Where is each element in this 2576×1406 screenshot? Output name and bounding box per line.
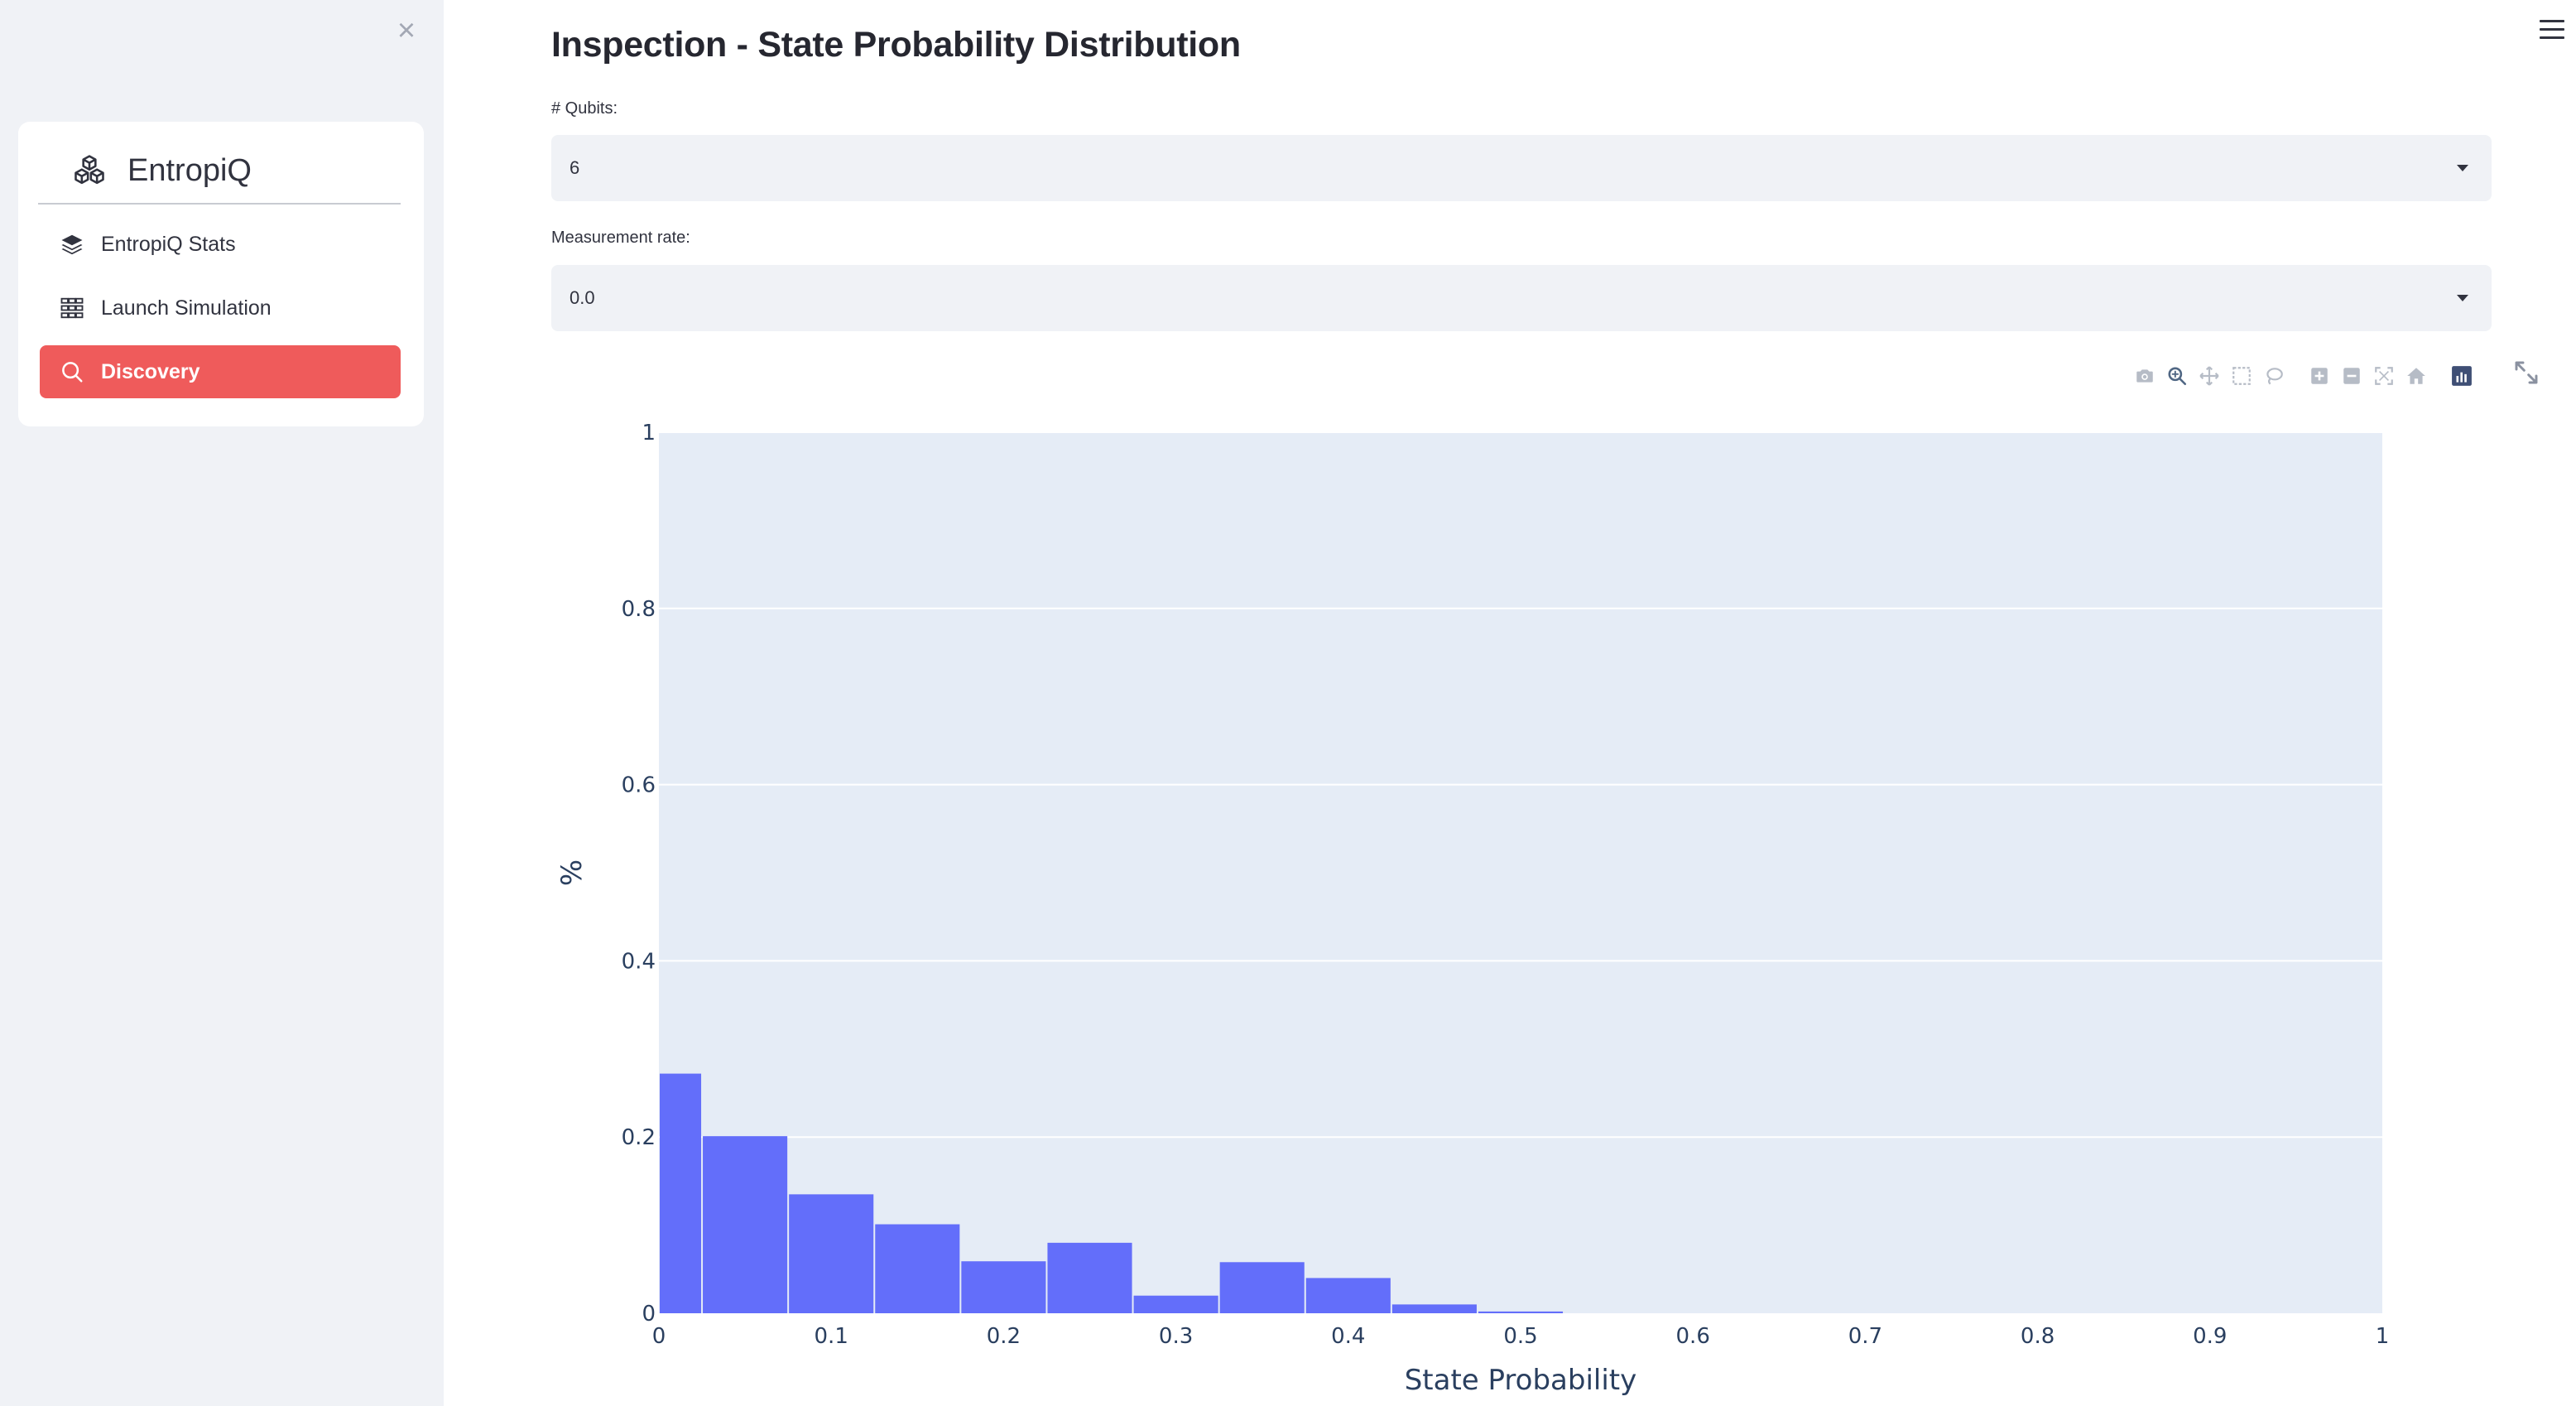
chevron-down-icon [2457,295,2468,301]
histogram-bar [1391,1304,1477,1313]
histogram-bar [789,1194,874,1313]
histogram-bar [1047,1242,1132,1313]
page-title: Inspection - State Probability Distribut… [551,25,1241,65]
bars [660,1073,1564,1313]
y-tick-label: 0.6 [622,773,656,798]
plotly-logo-icon[interactable] [2448,362,2476,390]
reset-axes-icon[interactable] [2402,362,2430,390]
x-axis-title: State Probability [1405,1364,1637,1397]
x-tick-label: 0.4 [1331,1324,1365,1349]
zoom-out-icon[interactable] [2338,362,2366,390]
histogram-svg: 0 0.2 0.4 0.6 0.8 1 0 0.1 0.2 0.3 0.4 0.5 0.6 0.7 0.8 0… [555,421,2390,1397]
histogram-chart: 0 0.2 0.4 0.6 0.8 1 0 0.1 0.2 0.3 0.4 0.5 0.6 0.7 0.8 0… [530,414,2417,1406]
measurement-rate-label: Measurement rate: [551,229,690,247]
histogram-bar [1478,1311,1564,1313]
zoom-icon[interactable] [2163,362,2191,390]
y-tick-label: 1 [642,421,656,445]
histogram-bar [660,1073,702,1313]
qubits-select[interactable]: 6 [551,135,2492,201]
measurement-rate-select[interactable]: 0.0 [551,265,2492,331]
layers-icon [61,234,83,255]
x-tick-label: 1 [2376,1324,2390,1349]
chart-modebar [2131,361,2480,391]
lasso-select-icon[interactable] [2260,362,2288,390]
y-axis-title: % [555,859,589,886]
x-tick-label: 0.3 [1159,1324,1193,1349]
nav-item-discovery[interactable]: Discovery [40,345,401,398]
hamburger-icon[interactable] [2540,20,2564,41]
grid-icon [60,297,84,319]
nav-item-launch-simulation[interactable]: Launch Simulation [40,282,401,335]
nav-item-label: Launch Simulation [101,296,272,320]
y-tick-label: 0.2 [622,1125,656,1150]
nav-item-label: EntropiQ Stats [101,232,236,256]
x-tick-label: 0.6 [1676,1324,1710,1349]
qubits-label: # Qubits: [551,99,618,118]
nav-item-entropiq-stats[interactable]: EntropiQ Stats [40,218,401,271]
nav-item-label: Discovery [101,359,200,383]
sidebar: × EntropiQ EntropiQ St [0,0,444,1406]
x-tick-label: 0.7 [1848,1324,1882,1349]
x-tick-label: 0.2 [987,1324,1021,1349]
measurement-rate-value: 0.0 [570,287,595,308]
histogram-bar [875,1224,960,1313]
x-tick-label: 0 [652,1324,666,1349]
pan-icon[interactable] [2195,362,2223,390]
qubits-value: 6 [570,157,580,178]
y-tick-label: 0.4 [622,949,656,974]
box-select-icon[interactable] [2228,362,2256,390]
camera-icon[interactable] [2131,362,2159,390]
search-icon [62,362,83,383]
histogram-bar [1219,1262,1305,1313]
gridlines [659,431,2382,1139]
x-tick-label: 0.9 [2193,1324,2227,1349]
fullscreen-icon[interactable] [2513,359,2540,386]
tick-labels: 0 0.2 0.4 0.6 0.8 1 0 0.1 0.2 0.3 0.4 0.5 0.6 0.7 0.8 0… [622,421,2390,1349]
brand: EntropiQ [38,138,401,205]
autoscale-icon[interactable] [2370,362,2398,390]
cubes-icon [74,155,104,185]
chevron-down-icon [2457,165,2468,171]
y-tick-label: 0.8 [622,597,656,622]
histogram-bar [703,1136,788,1313]
x-tick-label: 0.8 [2021,1324,2055,1349]
x-tick-label: 0.1 [815,1324,848,1349]
histogram-bar [1305,1278,1391,1313]
histogram-bar [961,1261,1046,1313]
y-tick-label: 0 [642,1302,656,1327]
histogram-bar [1133,1295,1218,1313]
brand-name: EntropiQ [127,152,252,188]
close-icon[interactable]: × [396,13,416,48]
zoom-in-icon[interactable] [2305,362,2333,390]
plot-area [659,432,2382,1313]
x-tick-label: 0.5 [1503,1324,1537,1349]
nav-card: EntropiQ EntropiQ Stats Launch Simulatio… [18,122,424,426]
